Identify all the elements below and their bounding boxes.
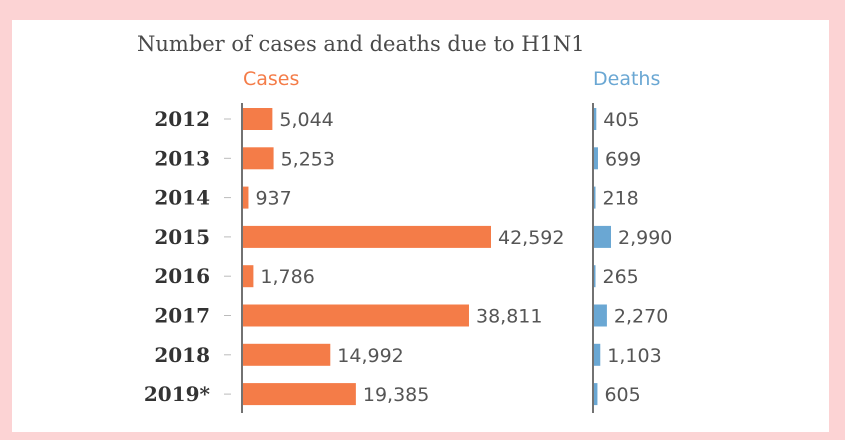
series-header-cases: Cases <box>243 68 299 90</box>
year-label: 2013 <box>154 146 210 170</box>
bar-deaths <box>594 304 607 327</box>
bar-deaths <box>594 186 596 209</box>
value-label-deaths: 2,270 <box>614 306 668 328</box>
bar-cases <box>243 383 356 406</box>
year-label: 2015 <box>154 225 210 249</box>
year-label: 2018 <box>154 343 210 367</box>
bar-cases <box>243 343 331 366</box>
value-label-deaths: 699 <box>605 148 641 170</box>
value-label-deaths: 265 <box>603 266 639 288</box>
value-label-cases: 42,592 <box>498 227 564 249</box>
year-label: 2017 <box>154 304 210 328</box>
bar-cases <box>243 108 273 130</box>
bar-deaths <box>594 343 601 366</box>
bar-deaths <box>594 147 598 170</box>
bar-deaths <box>594 108 597 130</box>
value-label-cases: 5,253 <box>281 148 335 170</box>
bar-cases <box>243 265 254 288</box>
value-label-cases: 19,385 <box>363 384 429 406</box>
year-label: 2012 <box>154 107 210 131</box>
value-label-deaths: 605 <box>604 384 640 406</box>
bar-cases <box>243 186 249 209</box>
value-label-cases: 937 <box>255 188 291 210</box>
value-label-deaths: 1,103 <box>607 345 661 367</box>
value-label-deaths: 405 <box>603 109 639 131</box>
bar-cases <box>243 225 491 248</box>
bar-deaths <box>594 383 598 406</box>
value-label-cases: 38,811 <box>476 306 542 328</box>
year-label: 2016 <box>154 264 210 288</box>
bar-deaths <box>594 225 611 248</box>
value-label-deaths: 2,990 <box>618 227 672 249</box>
year-label: 2019* <box>144 382 211 406</box>
chart-title: Number of cases and deaths due to H1N1 <box>137 32 585 56</box>
value-label-cases: 14,992 <box>337 345 403 367</box>
year-label: 2014 <box>154 186 210 210</box>
value-label-deaths: 218 <box>603 188 639 210</box>
bar-deaths <box>594 265 596 288</box>
bar-cases <box>243 304 469 327</box>
bar-cases <box>243 147 274 170</box>
value-label-cases: 1,786 <box>260 266 314 288</box>
series-header-deaths: Deaths <box>593 68 660 90</box>
value-label-cases: 5,044 <box>279 109 333 131</box>
